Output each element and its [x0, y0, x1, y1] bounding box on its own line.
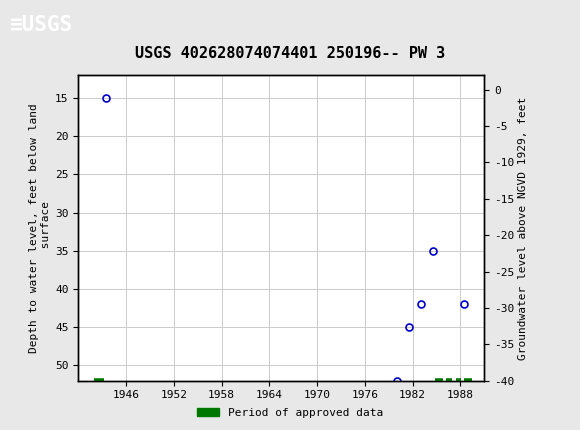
Legend: Period of approved data: Period of approved data — [193, 403, 387, 422]
Y-axis label: Depth to water level, feet below land
 surface: Depth to water level, feet below land su… — [30, 103, 51, 353]
Text: USGS 402628074074401 250196-- PW 3: USGS 402628074074401 250196-- PW 3 — [135, 46, 445, 61]
Text: ≡USGS: ≡USGS — [9, 15, 72, 35]
Y-axis label: Groundwater level above NGVD 1929, feet: Groundwater level above NGVD 1929, feet — [519, 96, 528, 359]
